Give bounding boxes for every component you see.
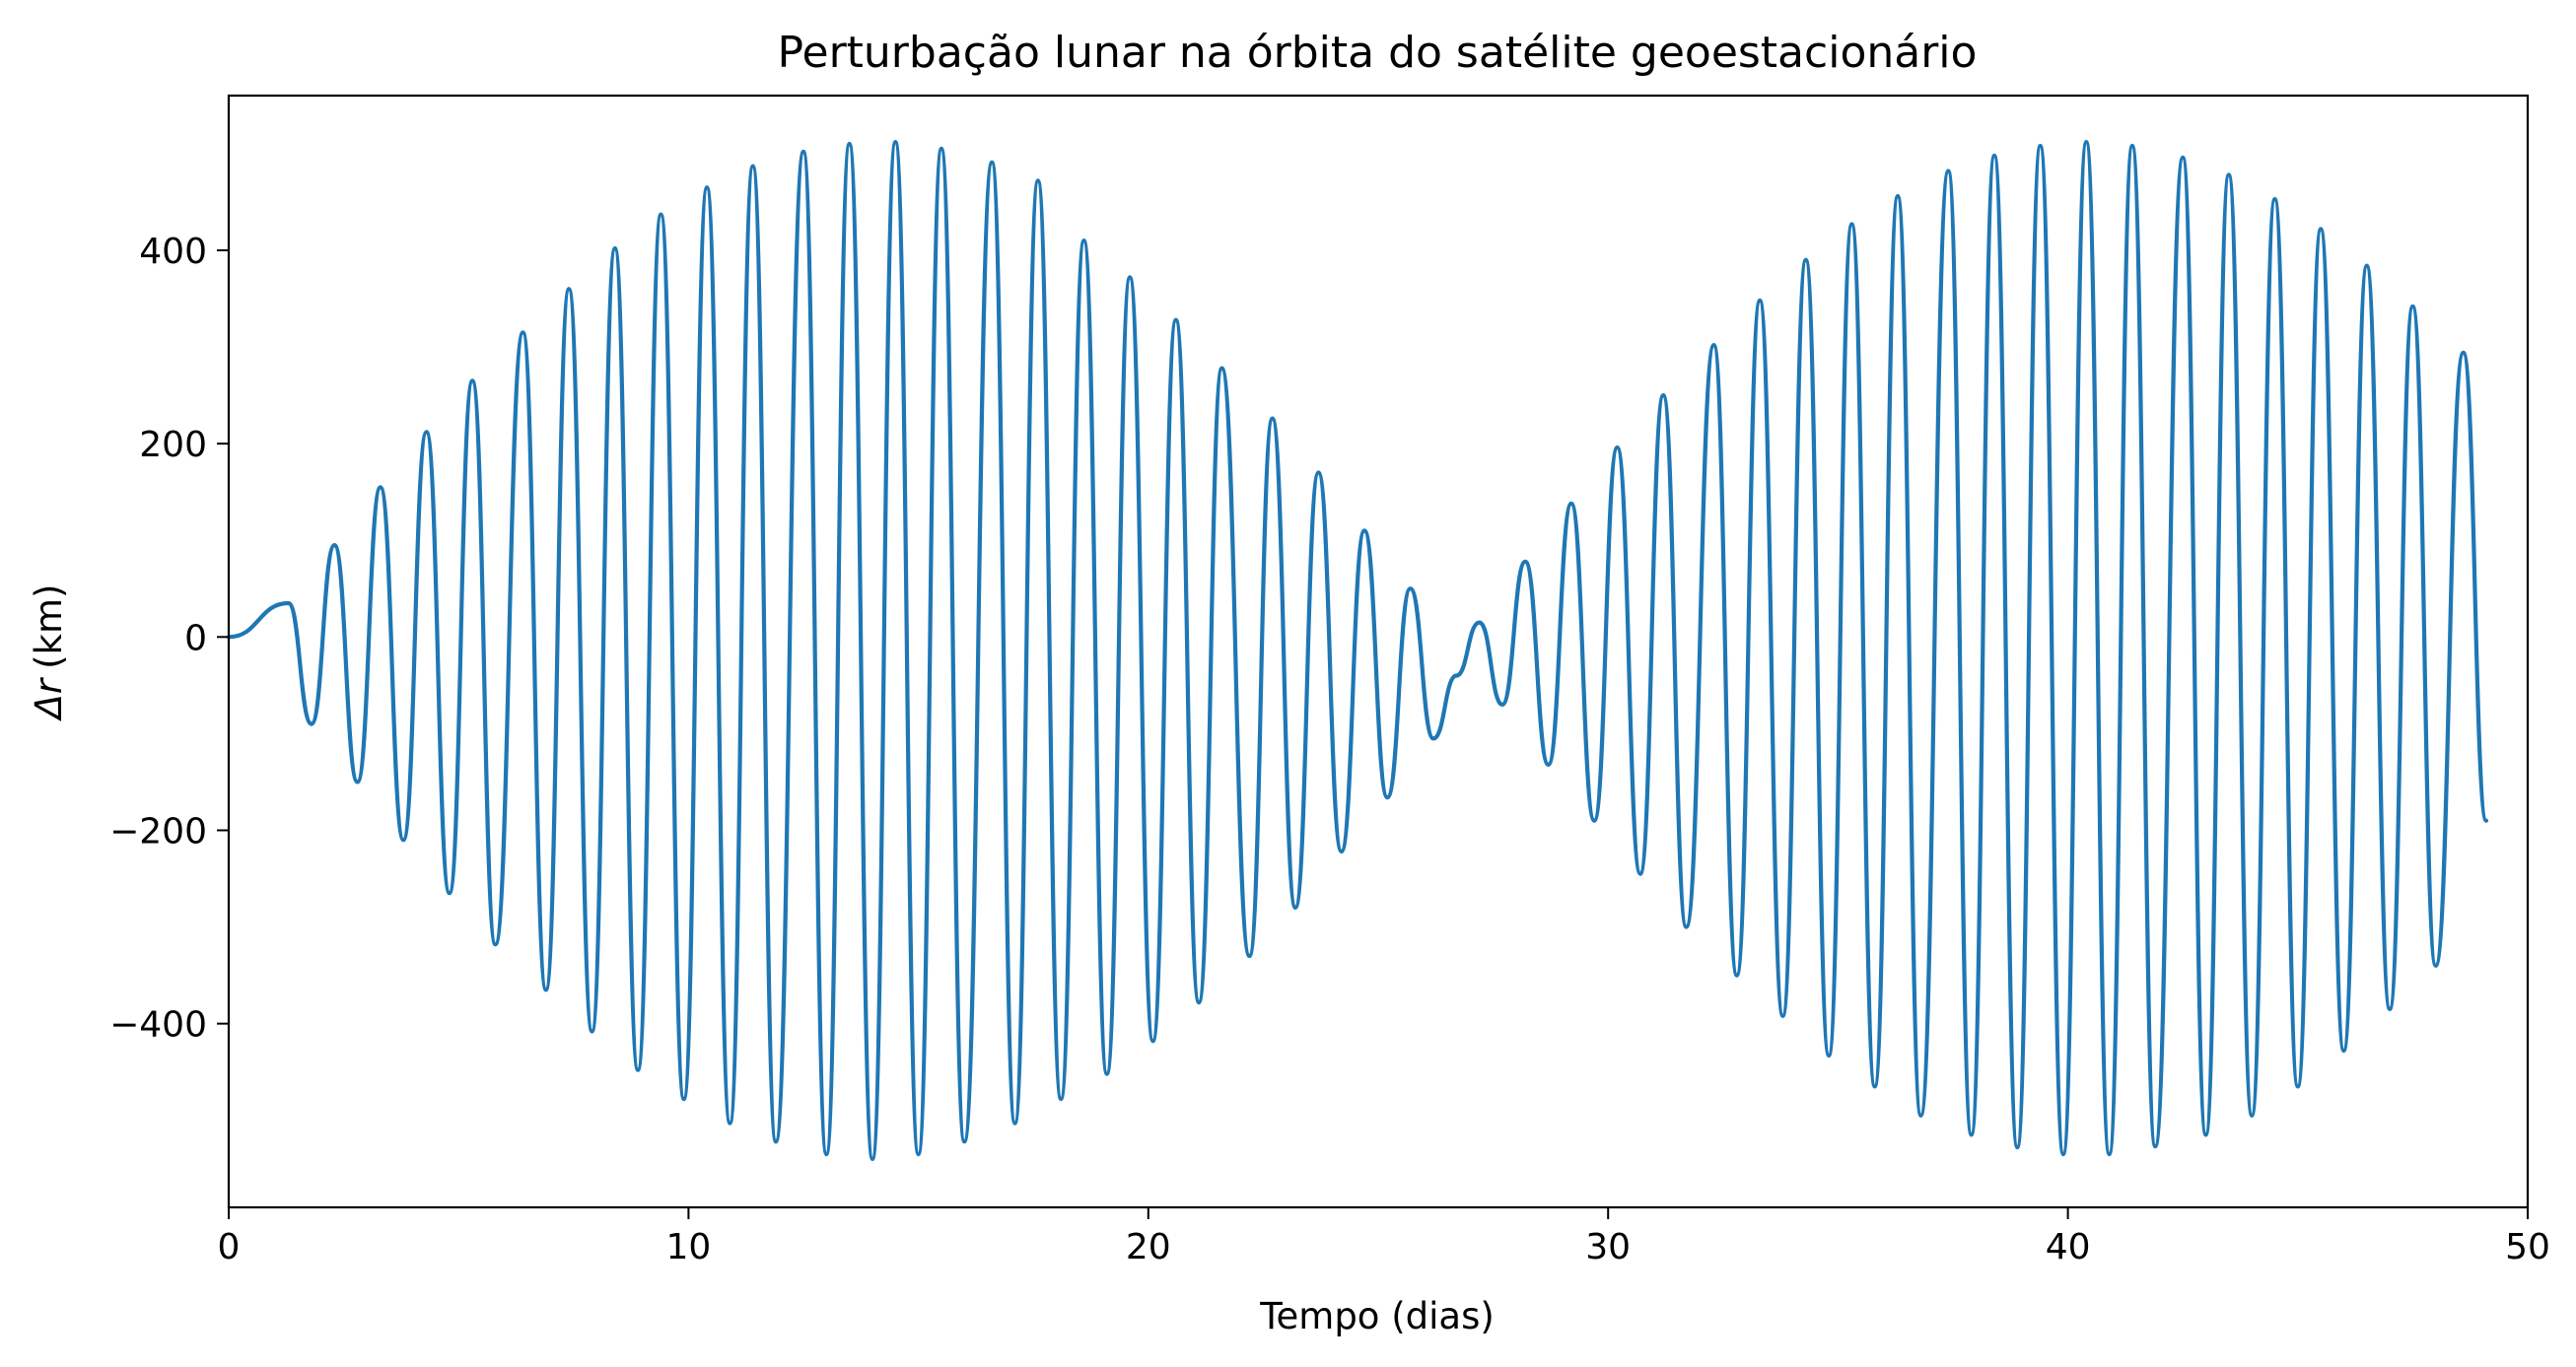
y-axis-label: Δr (km): [28, 584, 70, 722]
chart-title: Perturbação lunar na órbita do satélite …: [778, 28, 1978, 78]
x-tick-label: 10: [665, 1227, 711, 1267]
y-tick-label: −400: [109, 1005, 207, 1046]
axes-frame: [227, 94, 2530, 1209]
y-tick-label: −200: [109, 811, 207, 852]
y-axis-ticks: −400 −200 0 200 400: [109, 232, 229, 1046]
y-axis-label-symbol: Δr: [28, 676, 70, 721]
x-axis-ticks: 0 10 20 30 40 50: [218, 1207, 2550, 1267]
y-tick-label: 0: [184, 618, 207, 658]
x-tick-label: 0: [218, 1227, 241, 1267]
x-tick-label: 50: [2505, 1227, 2550, 1267]
x-tick-label: 20: [1126, 1227, 1171, 1267]
y-tick-label: 200: [139, 425, 207, 465]
plot-area: [226, 140, 2489, 1162]
x-tick-label: 30: [1585, 1227, 1631, 1267]
x-tick-label: 40: [2046, 1227, 2091, 1267]
y-axis-label-unit: (km): [28, 584, 70, 669]
x-axis-label: Tempo (dias): [1259, 1295, 1495, 1337]
series-line-delta-r: [226, 140, 2489, 1162]
y-tick-label: 400: [139, 232, 207, 272]
